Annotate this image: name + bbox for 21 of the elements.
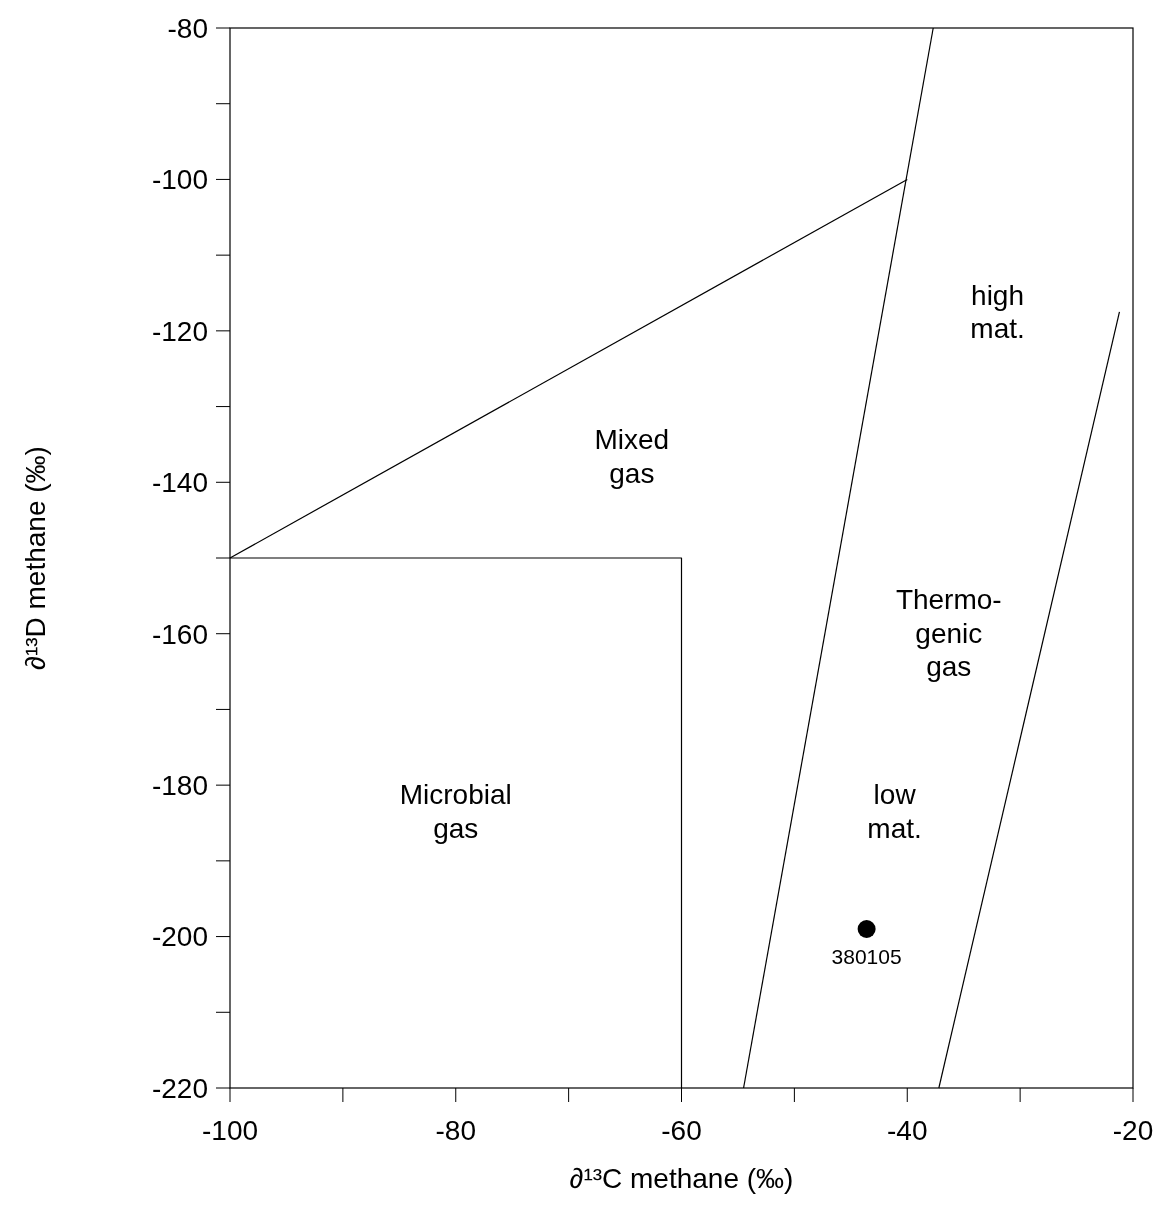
annotation: low mat. [867,779,922,844]
x-tick-label: -80 [435,1115,476,1146]
x-tick-label: -60 [661,1115,702,1146]
y-tick-label: -140 [151,467,208,499]
x-tick-label: -40 [887,1115,928,1146]
y-tick-label: -180 [151,769,208,801]
y-axis-title: ∂¹³D methane (‰) [20,446,51,670]
y-tick-label: -200 [151,921,208,953]
annotation: 380105 [831,945,902,968]
y-tick-label: -160 [151,618,208,650]
annotation: Microbial gas [399,779,512,844]
y-tick-label: -80 [167,12,208,44]
x-axis-title: ∂¹³C methane (‰) [569,1163,794,1194]
x-tick-label: -100 [201,1115,259,1146]
y-tick-label: -220 [151,1072,208,1104]
annotation: Thermo- genic gas [895,584,1002,683]
annotation: Mixed gas [594,424,670,489]
y-tick-label: -100 [151,164,208,196]
x-tick-label: -20 [1112,1115,1154,1146]
y-tick-label: -120 [151,315,208,347]
annotation: high mat. [970,279,1025,345]
